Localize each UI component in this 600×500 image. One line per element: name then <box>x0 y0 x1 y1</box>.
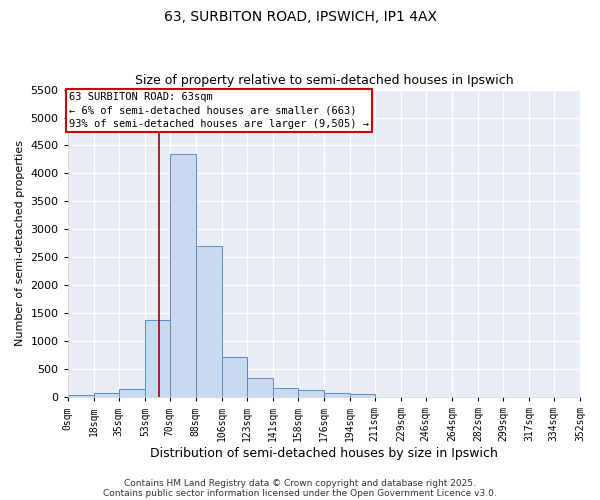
Text: Contains HM Land Registry data © Crown copyright and database right 2025.: Contains HM Land Registry data © Crown c… <box>124 478 476 488</box>
Title: Size of property relative to semi-detached houses in Ipswich: Size of property relative to semi-detach… <box>134 74 513 87</box>
Bar <box>145 320 170 397</box>
Bar <box>273 388 298 397</box>
Bar <box>196 246 222 397</box>
Text: Contains public sector information licensed under the Open Government Licence v3: Contains public sector information licen… <box>103 488 497 498</box>
Text: 63, SURBITON ROAD, IPSWICH, IP1 4AX: 63, SURBITON ROAD, IPSWICH, IP1 4AX <box>163 10 437 24</box>
Bar <box>324 392 350 397</box>
X-axis label: Distribution of semi-detached houses by size in Ipswich: Distribution of semi-detached houses by … <box>150 447 498 460</box>
Y-axis label: Number of semi-detached properties: Number of semi-detached properties <box>15 140 25 346</box>
Bar <box>170 154 196 397</box>
Bar <box>350 394 375 397</box>
Bar <box>222 357 247 397</box>
Bar <box>375 396 401 397</box>
Bar <box>119 389 145 397</box>
Bar <box>247 378 273 397</box>
Text: 63 SURBITON ROAD: 63sqm
← 6% of semi-detached houses are smaller (663)
93% of se: 63 SURBITON ROAD: 63sqm ← 6% of semi-det… <box>69 92 369 129</box>
Bar <box>94 392 119 397</box>
Bar <box>68 396 94 397</box>
Bar <box>298 390 324 397</box>
